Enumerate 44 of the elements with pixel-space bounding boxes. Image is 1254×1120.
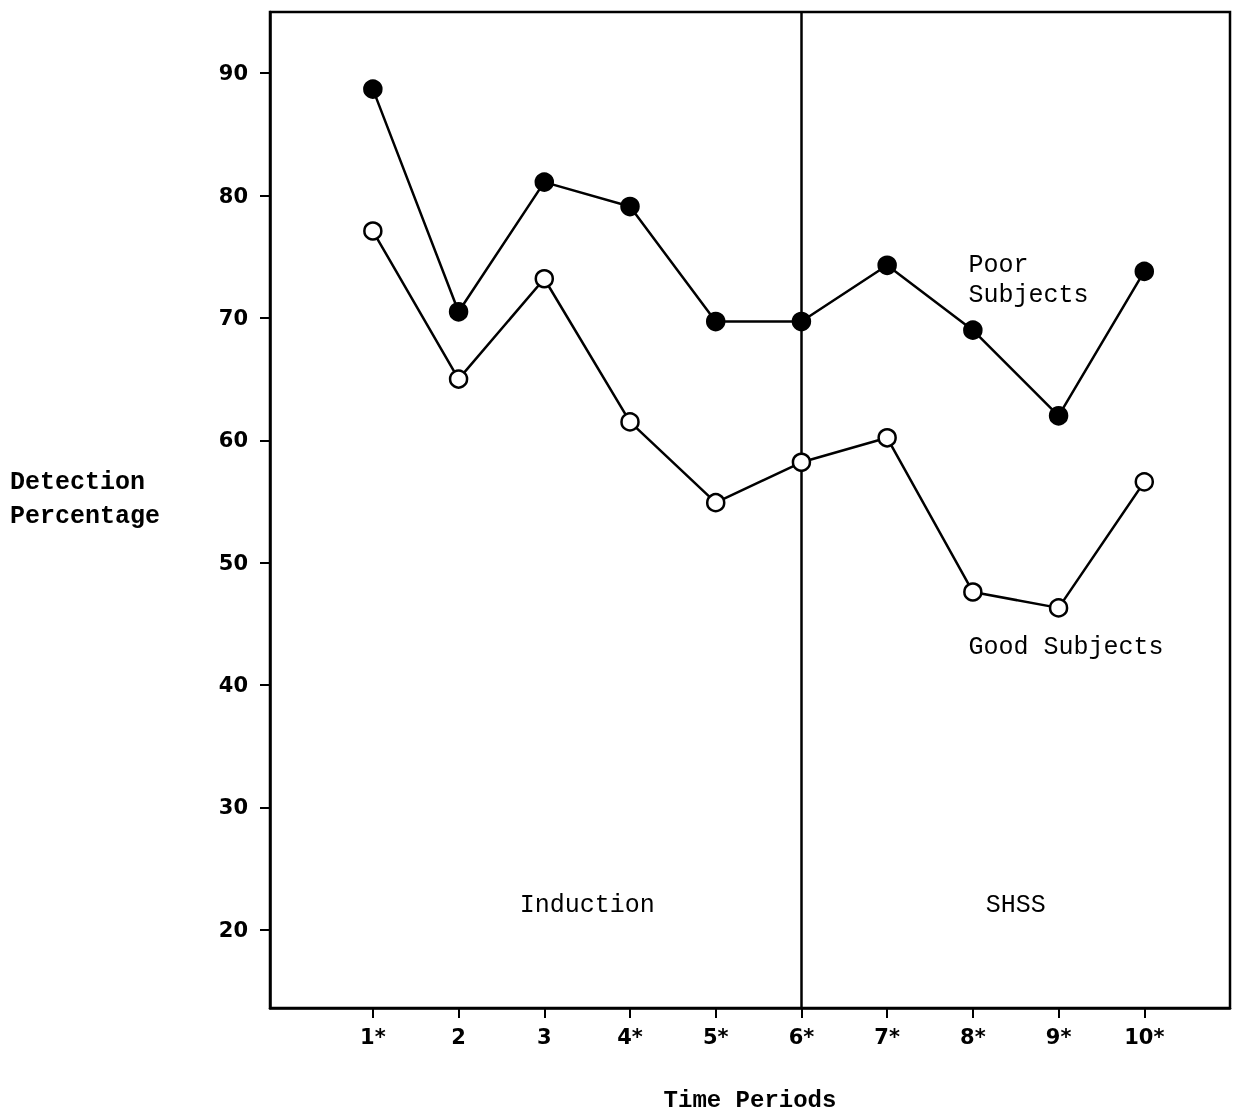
point (448, 369, 469, 389)
y-tick-label: 20 (218, 917, 248, 942)
x-tick-label: 6* (788, 1024, 815, 1049)
point (534, 269, 555, 289)
point (1048, 406, 1069, 426)
point (877, 255, 897, 276)
point (363, 221, 383, 241)
y-tick-label: 80 (218, 183, 248, 208)
point (791, 452, 812, 473)
annotation: SHSS (985, 890, 1046, 920)
y-tick-label: 60 (218, 428, 248, 453)
point (877, 428, 897, 448)
y-tick-label: 30 (218, 795, 248, 820)
x-tick-label: 7* (874, 1024, 900, 1049)
y-axis-title: Detection Percentage (10, 467, 161, 531)
y-tick-label: 90 (218, 61, 248, 86)
series-label: Poor Subjects (968, 251, 1089, 311)
annotation: Induction (519, 890, 655, 920)
point (363, 79, 383, 99)
point (620, 196, 640, 217)
point (1134, 261, 1155, 282)
point (534, 172, 555, 192)
series-label: Good Subjects (968, 633, 1164, 663)
x-tick-label: 8* (960, 1024, 986, 1049)
point (1134, 472, 1155, 492)
x-tick-label: 10* (1124, 1024, 1165, 1049)
point (1048, 598, 1069, 618)
point (705, 492, 726, 513)
x-tick-label: 9* (1045, 1024, 1072, 1049)
y-tick-label: 40 (218, 672, 248, 697)
x-tick-label: 5* (702, 1024, 729, 1049)
x-axis-title: Time Periods (663, 1086, 837, 1114)
x-tick-label: 2 (451, 1024, 466, 1049)
point (791, 311, 812, 332)
x-tick-label: 4* (617, 1024, 643, 1049)
y-tick-label: 50 (218, 550, 248, 575)
point (620, 412, 640, 432)
point (705, 311, 726, 332)
x-tick-label: 3 (536, 1024, 552, 1049)
point (963, 582, 983, 602)
y-tick-label: 70 (218, 305, 248, 330)
x-tick-label: 1* (360, 1024, 386, 1049)
point (963, 320, 983, 340)
point (448, 302, 469, 322)
